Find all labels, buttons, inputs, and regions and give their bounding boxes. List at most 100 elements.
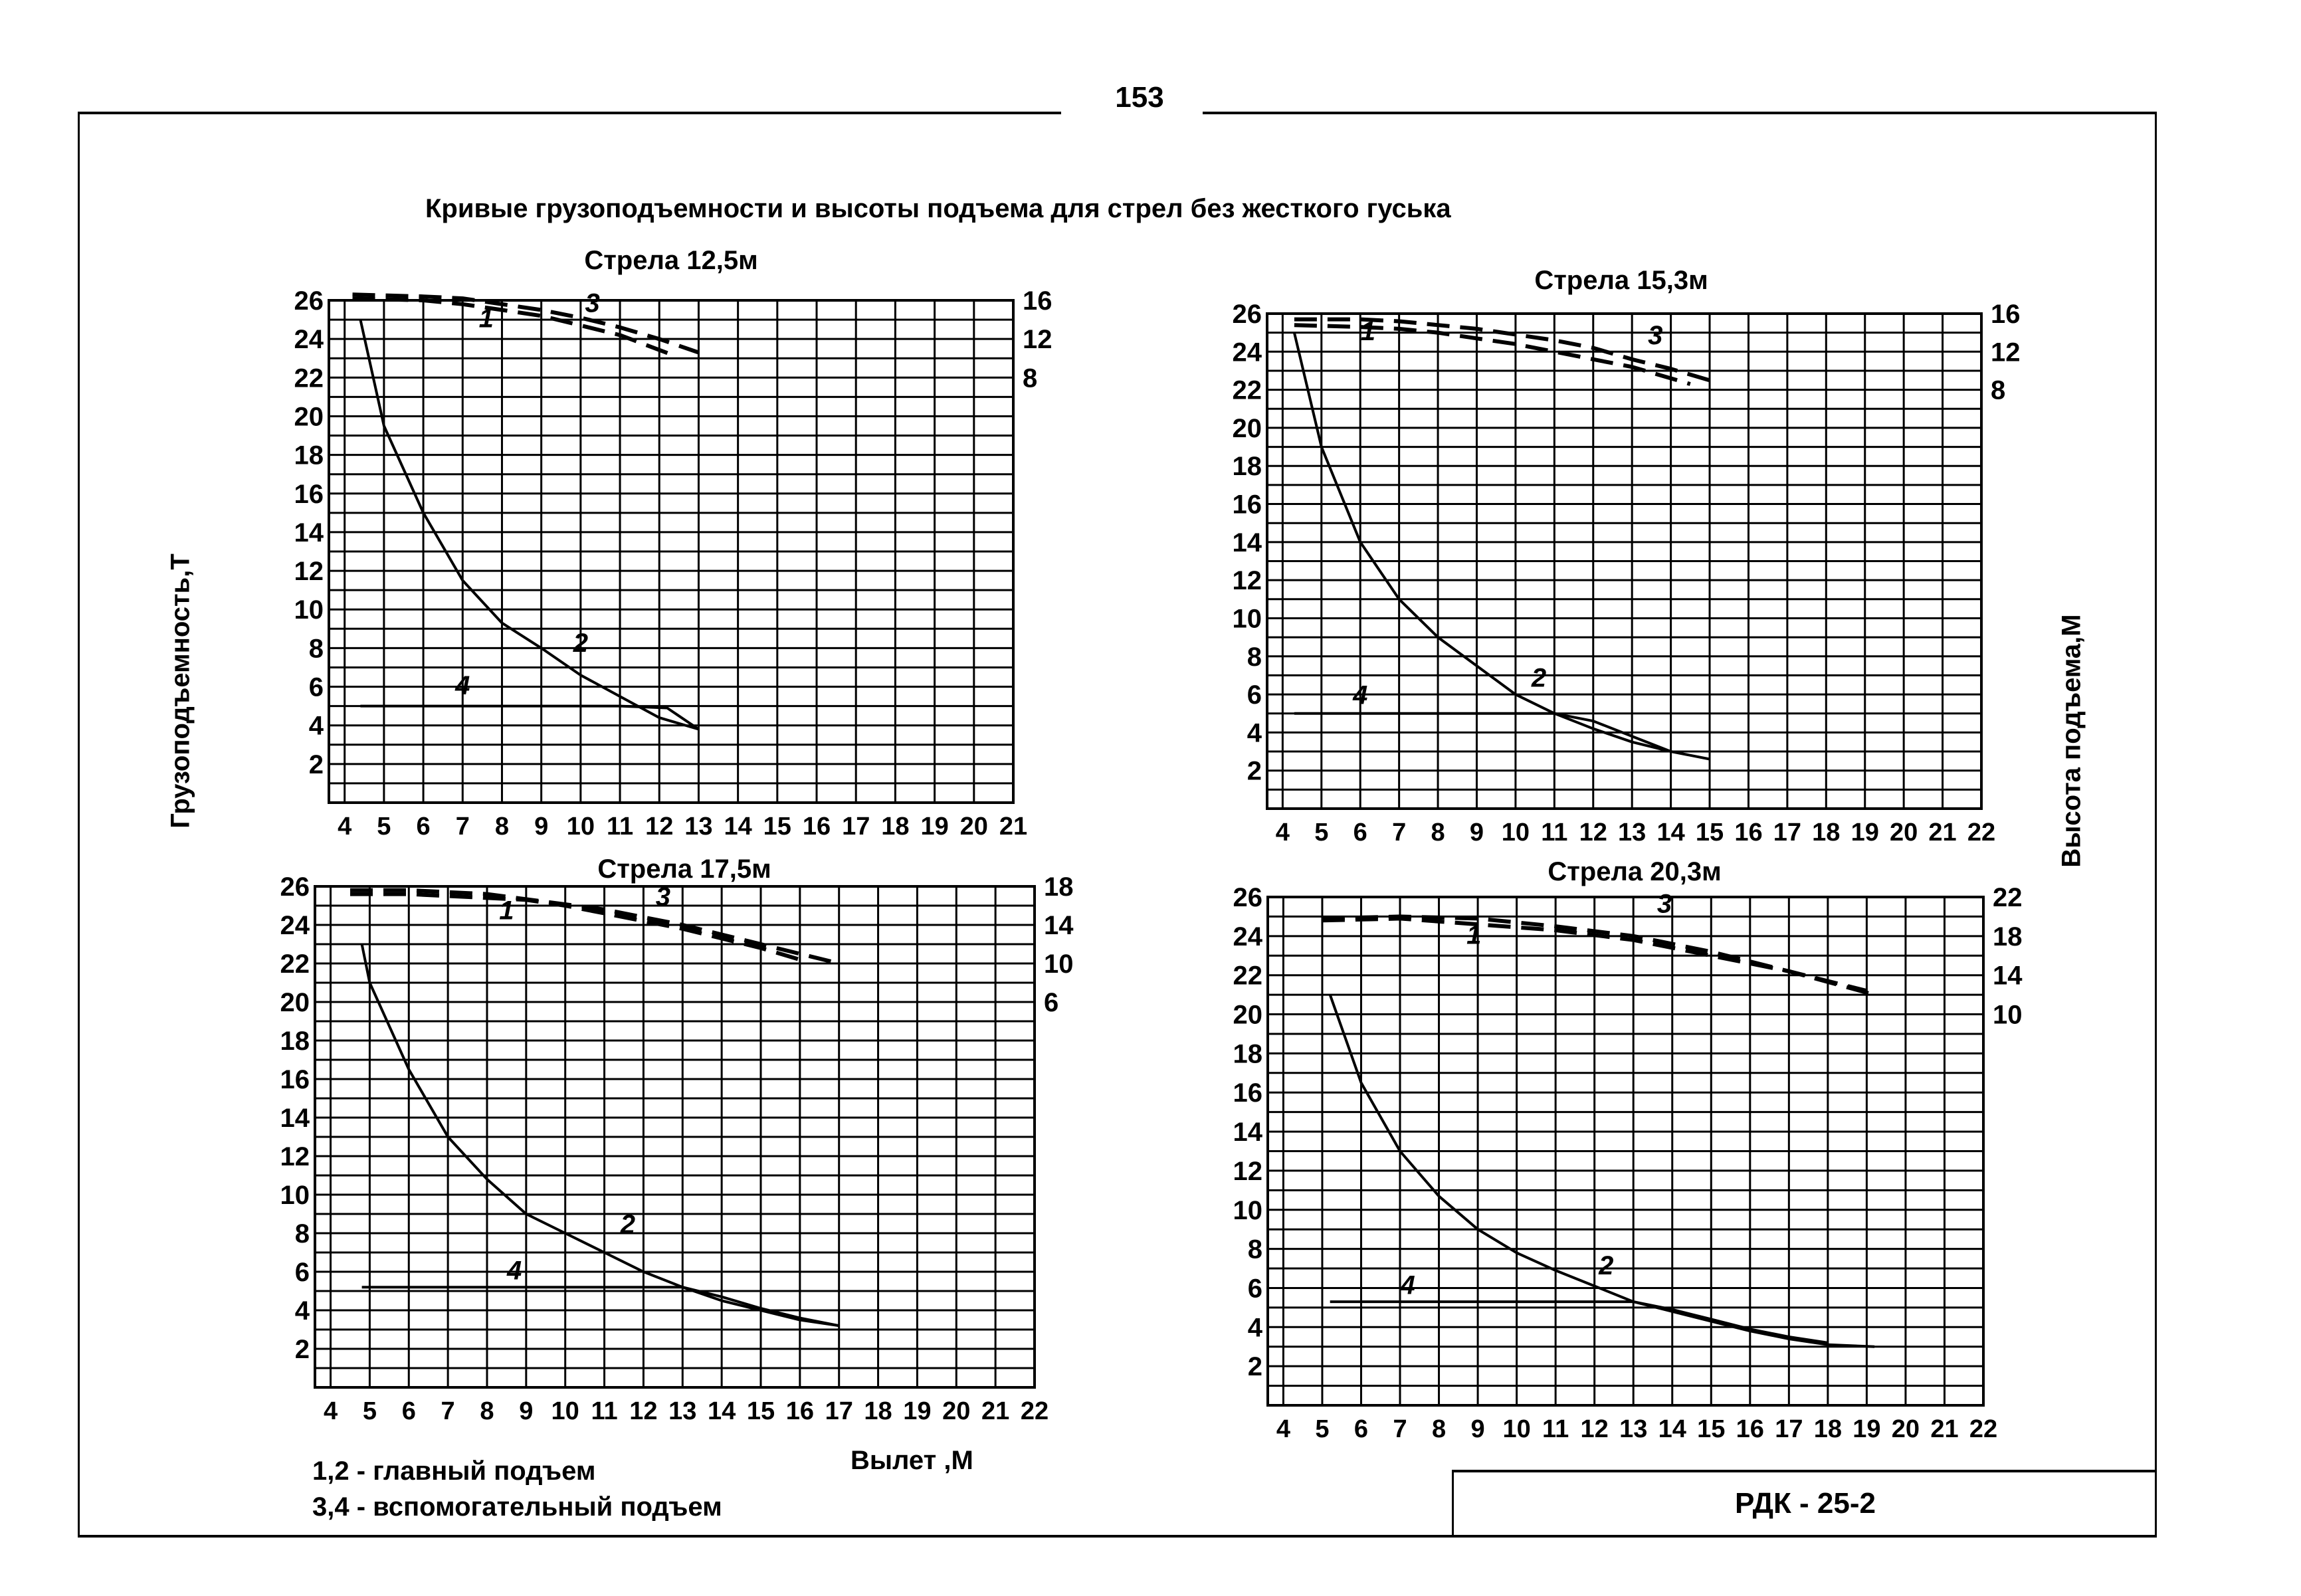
y-tick-label: 8 (309, 634, 324, 663)
y2-tick-label: 12 (1991, 338, 2021, 367)
y2-tick-label: 16 (1023, 286, 1052, 316)
x-tick-label: 21 (1930, 1415, 1958, 1443)
chart-3-title: Стрела 17,5м (597, 854, 771, 884)
y2-tick-label: 22 (1993, 883, 2023, 912)
x-tick-label: 13 (1619, 1415, 1647, 1443)
curve-4 (360, 704, 700, 731)
y-tick-label: 18 (1233, 1039, 1263, 1068)
x-tick-label: 8 (1432, 1415, 1446, 1443)
x-tick-label: 4 (324, 1397, 338, 1425)
x-tick-label: 14 (708, 1397, 736, 1425)
x-tick-label: 4 (1276, 1415, 1290, 1443)
x-tick-label: 7 (1393, 1415, 1407, 1443)
x-tick-label: 9 (1471, 1415, 1485, 1443)
y-tick-label: 12 (1233, 1157, 1263, 1186)
y-tick-label: 22 (1233, 961, 1263, 991)
y2-tick-label: 16 (1991, 300, 2021, 329)
curve-label-4: 4 (1352, 680, 1367, 710)
y-tick-label: 20 (294, 402, 324, 431)
y2-tick-label: 8 (1023, 363, 1037, 393)
plot-frame (1266, 312, 1983, 810)
x-tick-label: 7 (441, 1397, 455, 1425)
y-tick-label: 2 (309, 750, 324, 779)
x-tick-label: 20 (960, 813, 988, 841)
x-tick-label: 13 (684, 813, 712, 841)
x-tick-label: 20 (1892, 1415, 1920, 1443)
y-tick-label: 2 (1247, 757, 1262, 786)
y-tick-label: 16 (294, 480, 324, 509)
x-tick-label: 12 (1581, 1415, 1609, 1443)
curve-4 (1294, 712, 1672, 753)
x-tick-label: 10 (1502, 1415, 1530, 1443)
x-tick-label: 13 (668, 1397, 696, 1425)
x-tick-label: 11 (1541, 819, 1567, 847)
x-tick-label: 6 (1353, 819, 1367, 847)
x-tick-label: 18 (881, 813, 909, 841)
x-tick-label: 21 (999, 813, 1027, 841)
y-tick-label: 8 (295, 1219, 310, 1248)
x-tick-label: 17 (825, 1397, 853, 1425)
frame-left-line (78, 112, 80, 1536)
y-tick-label: 4 (295, 1296, 310, 1326)
x-tick-label: 16 (803, 813, 831, 841)
y-tick-label: 18 (280, 1027, 310, 1056)
chart-1-title: Стрела 12,5м (584, 246, 758, 275)
x-tick-label: 8 (1431, 819, 1445, 847)
frame-top-right-line (1203, 112, 2156, 114)
y-tick-label: 24 (1233, 338, 1262, 367)
y-tick-label: 20 (280, 988, 310, 1017)
x-tick-label: 5 (363, 1397, 377, 1425)
curve-2 (1328, 994, 1875, 1348)
y-tick-label: 16 (1233, 1078, 1263, 1108)
y-tick-label: 2 (295, 1335, 310, 1364)
y-tick-label: 20 (1233, 414, 1262, 443)
x-tick-label: 10 (1502, 819, 1530, 847)
y-tick-label: 4 (309, 712, 324, 741)
x-tick-label: 21 (1928, 819, 1956, 847)
y-tick-label: 2 (1248, 1352, 1262, 1381)
curve-3 (352, 292, 700, 355)
y-tick-label: 16 (280, 1065, 310, 1094)
x-tick-label: 7 (1392, 819, 1406, 847)
main-title: Кривые грузоподъемности и высоты подъема… (425, 194, 1451, 223)
y-tick-label: 10 (294, 595, 324, 625)
x-tick-label: 18 (864, 1397, 892, 1425)
legend-main-lift: 1,2 - главный подъем (312, 1456, 596, 1486)
x-tick-label: 12 (1579, 819, 1607, 847)
x-tick-label: 14 (1656, 819, 1684, 847)
y-tick-label: 18 (294, 441, 324, 470)
y-tick-label: 26 (294, 286, 324, 316)
x-tick-label: 15 (1696, 819, 1724, 847)
y-tick-label: 24 (1233, 922, 1263, 951)
plot-frame (1266, 896, 1985, 1407)
curve-label-1: 1 (499, 896, 514, 925)
x-tick-label: 10 (567, 813, 595, 841)
y2-tick-label: 12 (1023, 325, 1052, 354)
x-tick-label: 15 (1697, 1415, 1725, 1443)
x-tick-label: 22 (1021, 1397, 1049, 1425)
x-tick-label: 16 (1734, 819, 1762, 847)
y-tick-label: 14 (280, 1104, 310, 1133)
x-tick-label: 18 (1812, 819, 1840, 847)
y-tick-label: 22 (1233, 376, 1262, 405)
y-tick-label: 6 (1248, 1274, 1262, 1303)
x-tick-label: 6 (416, 813, 430, 841)
y-tick-label: 14 (1233, 528, 1262, 557)
curve-1 (350, 892, 801, 962)
curve-4 (361, 1286, 840, 1328)
y2-tick-label: 8 (1991, 376, 2005, 405)
y-tick-label: 20 (1233, 1001, 1263, 1030)
chart-4-title: Стрела 20,3м (1548, 857, 1722, 886)
curve-label-4: 4 (454, 671, 470, 700)
x-tick-label: 19 (1852, 1415, 1880, 1443)
curve-2 (360, 944, 839, 1328)
x-tick-label: 4 (1276, 819, 1290, 847)
y2-tick-label: 10 (1044, 949, 1074, 979)
curve-label-3: 3 (656, 882, 670, 912)
x-tick-label: 5 (1314, 819, 1328, 847)
y-tick-label: 8 (1247, 643, 1262, 672)
y-tick-label: 12 (1233, 566, 1262, 595)
y-tick-label: 26 (1233, 883, 1263, 912)
